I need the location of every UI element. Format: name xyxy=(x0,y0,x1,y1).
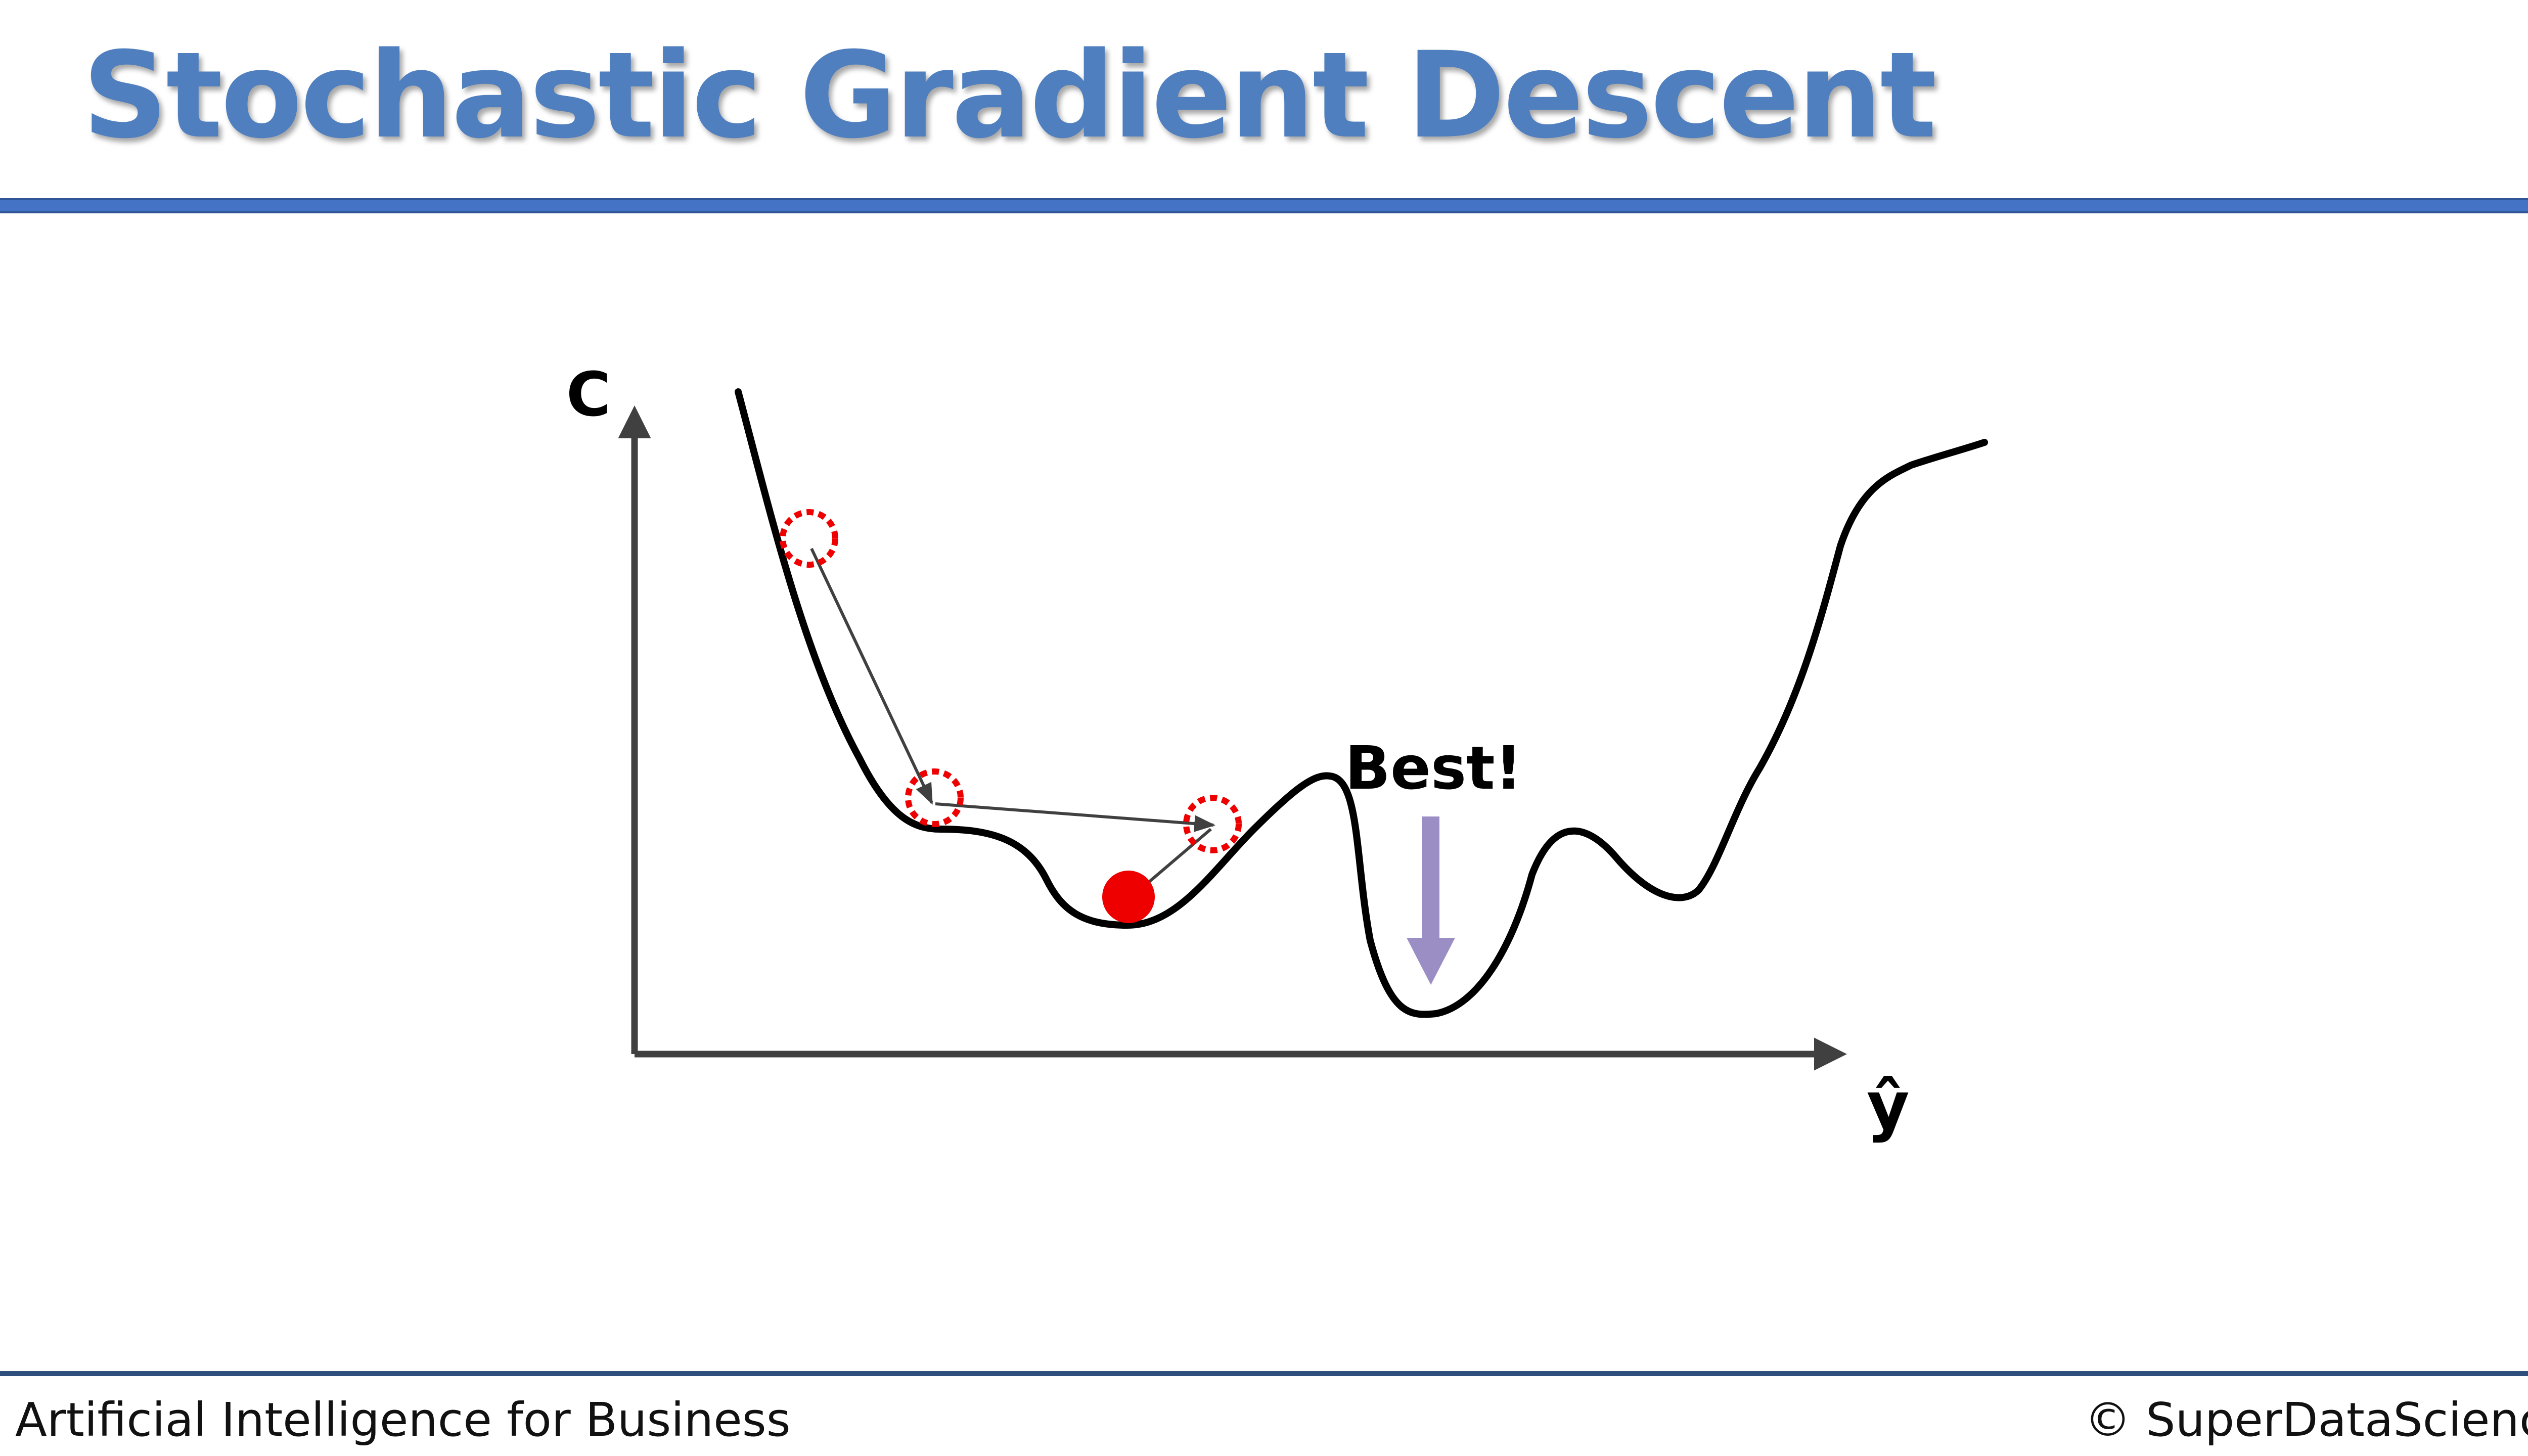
footer-rule xyxy=(0,1371,2528,1376)
step-arrow-1 xyxy=(810,548,933,805)
best-arrow xyxy=(1407,816,1455,985)
step-marker-2 xyxy=(905,768,964,827)
current-position-ball xyxy=(1102,871,1155,923)
slide-title: Stochastic Gradient Descent xyxy=(82,27,1937,165)
step-arrow-2 xyxy=(935,802,1216,832)
y-axis-label: C xyxy=(566,360,611,430)
cost-curve xyxy=(735,388,1988,1018)
step-marker-1 xyxy=(780,509,838,568)
footer-course-title: Artificial Intelligence for Business xyxy=(15,1393,791,1447)
step-marker-3 xyxy=(1183,795,1242,853)
footer-copyright: © SuperDataScience xyxy=(2084,1393,2528,1447)
best-label: Best! xyxy=(1345,733,1522,803)
title-rule xyxy=(0,198,2528,213)
x-axis-label: ŷ xyxy=(1867,1067,1910,1144)
